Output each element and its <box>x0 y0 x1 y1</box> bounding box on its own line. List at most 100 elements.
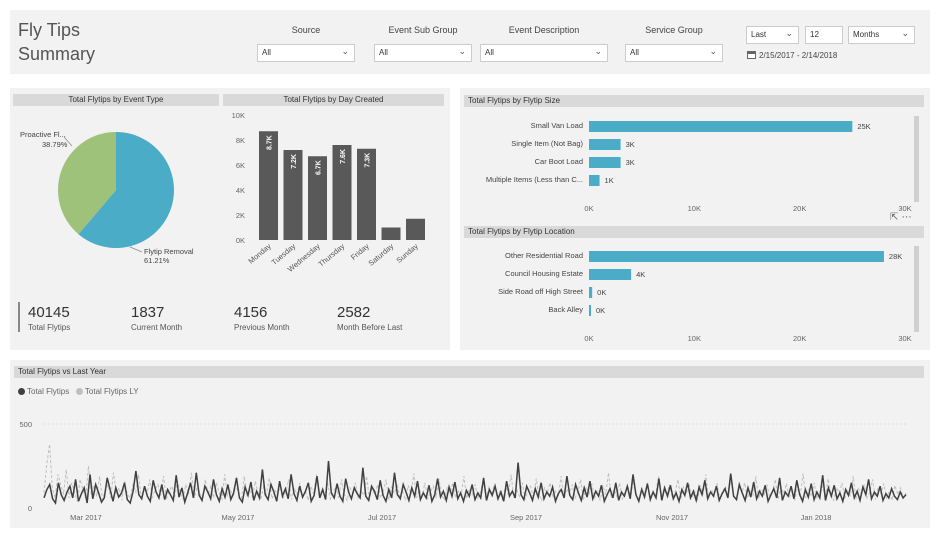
bar-data-label: 6.7K <box>316 160 323 175</box>
day-bar[interactable] <box>332 145 352 240</box>
kpi-value: 40145 <box>28 304 70 321</box>
chevron-down-icon: ⌄ <box>341 46 349 56</box>
service-group-dropdown[interactable]: All ⌄ <box>625 44 723 62</box>
size-data-label: 3K <box>626 140 635 149</box>
chevron-down-icon: ⌄ <box>785 28 793 38</box>
relative-date-count-value: 12 <box>810 30 819 39</box>
pie-slice[interactable] <box>57 132 116 235</box>
bar-data-label: 7.3K <box>365 153 372 168</box>
x-tick-label: 0K <box>584 204 593 213</box>
relative-date-count-input[interactable]: 12 <box>805 26 843 44</box>
pie-leader-line <box>129 246 143 253</box>
location-bar[interactable] <box>589 269 632 280</box>
event-sub-group-dropdown-value: All <box>379 48 388 57</box>
x-tick-label: 10K <box>688 204 701 213</box>
y-tick-label: 0 <box>28 504 32 513</box>
day-chart-title: Total Flytips by Day Created <box>223 94 444 106</box>
x-tick-label: 20K <box>793 334 806 343</box>
size-bar[interactable] <box>589 157 621 168</box>
x-tick-label: 0K <box>584 334 593 343</box>
source-dropdown[interactable]: All ⌄ <box>257 44 355 62</box>
event-description-dropdown-value: All <box>485 48 494 57</box>
location-bar[interactable] <box>589 251 884 262</box>
chevron-down-icon: ⌄ <box>709 46 717 56</box>
kpi-total-flytips: 40145 Total Flytips <box>28 304 70 332</box>
location-bar-chart: Other Residential Road 28K Council Housing… <box>498 246 919 343</box>
x-tick-label: Thursday <box>317 241 347 268</box>
size-data-label: 25K <box>857 122 870 131</box>
date-range-text: 2/15/2017 - 2/14/2018 <box>759 51 838 60</box>
line-chart-title: Total Flytips vs Last Year <box>14 366 924 378</box>
day-bar[interactable] <box>357 148 376 240</box>
kpi-month-before-last: 2582 Month Before Last <box>337 304 402 332</box>
visual-header-icons: ⇱ ⋯ <box>890 212 912 223</box>
kpi-value: 4156 <box>234 304 268 321</box>
location-bar[interactable] <box>589 305 591 316</box>
kpi-accent-bar <box>18 302 20 332</box>
x-tick-label: Saturday <box>366 241 395 267</box>
kpi-current-month: 1837 Current Month <box>131 304 182 332</box>
bar-data-label: 8.7K <box>267 135 274 150</box>
more-options-icon[interactable]: ⋯ <box>901 212 912 223</box>
pie-label: Flytip Removal <box>144 247 194 256</box>
line-chart-legend: Total Flytips Total Flytips LY <box>18 387 139 396</box>
kpi-value: 1837 <box>131 304 165 321</box>
kpi-label: Total Flytips <box>28 323 71 332</box>
legend-item-total-flytips[interactable]: Total Flytips <box>18 387 69 396</box>
y-tick-label: 500 <box>19 420 32 429</box>
chevron-down-icon: ⌄ <box>594 46 602 56</box>
location-data-label: 28K <box>889 252 902 261</box>
filter-label-source: Source <box>291 25 321 35</box>
chevron-down-icon: ⌄ <box>458 46 466 56</box>
day-bar[interactable] <box>308 156 327 240</box>
filter-label-event-sub-group: Event Sub Group <box>388 25 458 35</box>
legend-dot-icon <box>75 388 83 395</box>
y-tick-label: 6K <box>236 161 245 170</box>
day-bar[interactable] <box>259 131 278 240</box>
scrollbar[interactable] <box>914 116 919 202</box>
kpi-label: Previous Month <box>234 323 290 332</box>
x-tick-label: 20K <box>793 204 806 213</box>
day-bar[interactable] <box>283 150 303 240</box>
location-data-label: 0K <box>597 288 606 297</box>
event-description-dropdown[interactable]: All ⌄ <box>480 44 608 62</box>
event-sub-group-dropdown[interactable]: All ⌄ <box>374 44 472 62</box>
x-tick-label: Mar 2017 <box>70 513 102 522</box>
location-data-label: 0K <box>596 306 605 315</box>
x-tick-label: Sep 2017 <box>510 513 542 522</box>
size-bar[interactable] <box>589 139 621 150</box>
legend-item-total-flytips-ly[interactable]: Total Flytips LY <box>75 387 139 396</box>
pie-slice[interactable] <box>78 132 174 248</box>
focus-mode-icon[interactable]: ⇱ <box>890 212 899 223</box>
location-bar[interactable] <box>589 287 593 298</box>
legend-label: Total Flytips <box>27 387 70 396</box>
service-group-dropdown-value: All <box>630 48 639 57</box>
relative-date-unit-dropdown[interactable]: Months ⌄ <box>848 26 915 44</box>
kpi-value: 2582 <box>337 304 371 321</box>
scrollbar[interactable] <box>914 246 919 332</box>
calendar-icon[interactable] <box>747 51 756 59</box>
x-tick-label: 30K <box>898 204 911 213</box>
y-tick-label: 10K <box>232 111 245 120</box>
size-bar[interactable] <box>589 121 853 132</box>
relative-date-mode-dropdown[interactable]: Last ⌄ <box>746 26 799 44</box>
x-tick-label: Monday <box>247 241 273 265</box>
location-category-label: Side Road off High Street <box>498 287 584 296</box>
size-bar[interactable] <box>589 175 600 186</box>
pie-percent-label: 61.21% <box>144 256 170 265</box>
bottom-panel <box>10 360 930 528</box>
y-tick-label: 8K <box>236 136 245 145</box>
kpi-label: Month Before Last <box>337 323 403 332</box>
page-title-line2: Summary <box>18 44 96 64</box>
bar-data-label: 7.6K <box>340 149 347 164</box>
day-bar[interactable] <box>406 218 425 240</box>
series-line-total-flytips[interactable] <box>43 460 907 506</box>
size-category-label: Car Boot Load <box>535 157 583 166</box>
kpi-label: Current Month <box>131 323 183 332</box>
x-tick-label: Nov 2017 <box>656 513 688 522</box>
pie-label: Proactive Fl... <box>20 130 66 139</box>
page-title: Fly Tips Summary <box>18 18 95 66</box>
x-tick-label: 10K <box>688 334 701 343</box>
day-bar[interactable] <box>381 227 401 241</box>
